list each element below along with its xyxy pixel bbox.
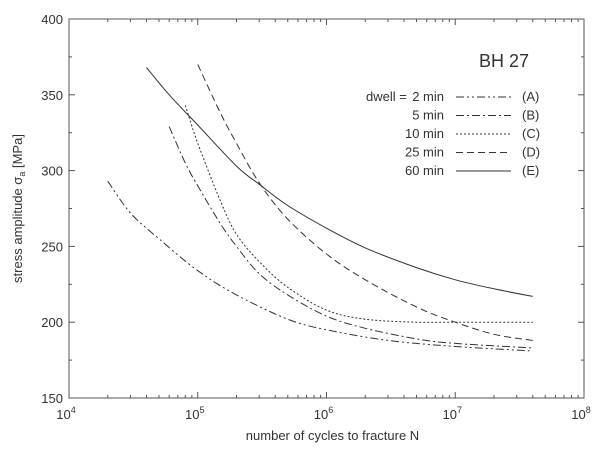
legend-label: 10 min <box>405 126 444 141</box>
x-tick-label: 105 <box>185 405 204 422</box>
x-tick-exponent: 5 <box>199 405 204 415</box>
x-tick-label: 108 <box>571 405 590 422</box>
x-tick-base: 10 <box>314 407 328 422</box>
chart-annotation: BH 27 <box>479 51 529 71</box>
x-tick-exponent: 4 <box>71 405 76 415</box>
x-tick-label: 106 <box>314 405 333 422</box>
plot-frame <box>68 18 585 399</box>
x-tick-base: 10 <box>56 407 70 422</box>
y-axis-title: stress amplitude σa [MPa] <box>10 134 27 283</box>
x-tick-base: 10 <box>571 407 585 422</box>
legend-title: dwell = <box>366 89 407 104</box>
x-tick-base: 10 <box>443 407 457 422</box>
legend-label: 60 min <box>405 163 444 178</box>
legend: dwell = 2 min (A) 5 min (B) 10 min (C) 25 min (… <box>366 89 540 178</box>
y-axis-title-main: stress amplitude <box>10 185 25 283</box>
x-tick-exponent: 7 <box>457 405 462 415</box>
series-layer <box>107 64 533 352</box>
y-tick-label: 250 <box>41 239 63 254</box>
y-axis-title-symbol: σ <box>10 177 25 185</box>
legend-id: (E) <box>522 163 539 178</box>
y-tick-label: 150 <box>41 391 63 406</box>
y-tick-label: 300 <box>41 164 63 179</box>
legend-label: 5 min <box>412 108 444 123</box>
x-tick-base: 10 <box>185 407 199 422</box>
x-tick-exponent: 6 <box>328 405 333 415</box>
x-tick-exponent: 8 <box>586 405 591 415</box>
y-tick-label: 400 <box>41 12 63 27</box>
x-tick-label: 107 <box>443 405 462 422</box>
y-tick-label: 350 <box>41 88 63 103</box>
y-axis-ticks: 150 200 250 300 350 400 <box>41 12 584 406</box>
series-line-d <box>197 64 533 341</box>
legend-id: (C) <box>522 126 540 141</box>
y-axis-title-subscript: a <box>17 172 27 177</box>
x-tick-label: 104 <box>56 405 75 422</box>
x-axis-ticks: 104 105 106 107 108 <box>56 19 591 422</box>
series-line-c <box>184 105 533 323</box>
legend-label: 2 min <box>412 89 444 104</box>
series-line-e <box>146 67 533 297</box>
legend-id: (D) <box>522 145 540 160</box>
y-axis-title-unit: [MPa] <box>10 134 25 172</box>
y-tick-label: 200 <box>41 315 63 330</box>
x-axis-title: number of cycles to fracture N <box>246 428 419 443</box>
legend-id: (B) <box>522 108 539 123</box>
series-line-a <box>107 180 533 352</box>
legend-id: (A) <box>522 89 539 104</box>
series-line-b <box>168 126 533 349</box>
legend-label: 25 min <box>405 145 444 160</box>
